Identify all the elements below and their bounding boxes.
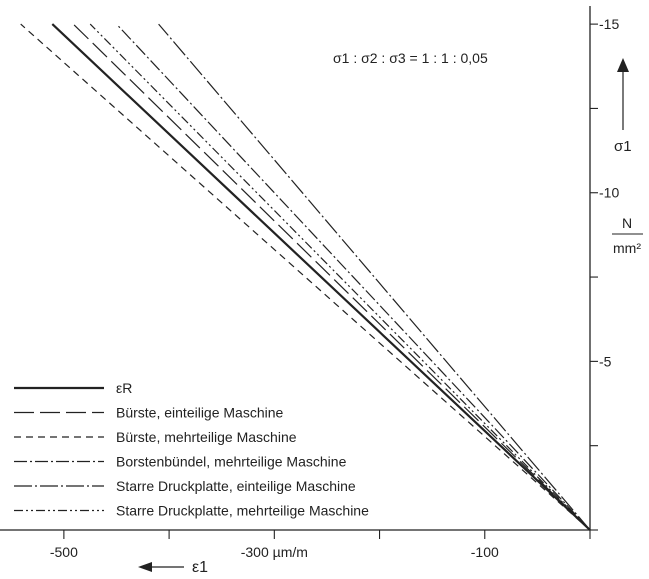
- series-lines: [20, 23, 591, 531]
- y-tick-label: -15: [599, 16, 619, 32]
- y-unit-numerator: N: [622, 215, 632, 231]
- legend-label: Borstenbündel, mehrteilige Maschine: [116, 454, 347, 470]
- y-unit-denominator: mm²: [613, 240, 641, 256]
- legend: εR Bürste, einteilige Maschine Bürste, meh…: [14, 380, 369, 519]
- legend-label: Bürste, mehrteilige Maschine: [116, 429, 297, 445]
- legend-label: Starre Druckplatte, mehrteilige Maschine: [116, 503, 369, 519]
- y-axis-label: σ1: [614, 138, 632, 155]
- x-tick-label: -100: [471, 544, 499, 560]
- y-arrow-head-icon: [617, 58, 629, 72]
- series-line-3: [20, 23, 591, 531]
- x-tick-label: -500: [50, 544, 78, 560]
- series-line-5: [158, 23, 591, 531]
- y-tick-label: -5: [599, 353, 612, 369]
- legend-label: Bürste, einteilige Maschine: [116, 405, 284, 421]
- series-line-6: [89, 23, 591, 531]
- series-line-1: [51, 23, 591, 531]
- series-line-2: [72, 23, 591, 531]
- y-tick-label: -10: [599, 185, 619, 201]
- legend-label: Starre Druckplatte, einteilige Maschine: [116, 478, 356, 494]
- series-line-4: [116, 23, 591, 531]
- axes: -500 -300 µm/m -100 -5 -10 -15: [0, 6, 643, 572]
- x-tick-label: -300 µm/m: [241, 544, 308, 560]
- x-arrow-head-icon: [138, 562, 152, 572]
- x-axis-label: ε1: [192, 559, 208, 576]
- ratio-annotation: σ1 : σ2 : σ3 = 1 : 1 : 0,05: [333, 50, 488, 66]
- legend-label: εR: [116, 380, 132, 396]
